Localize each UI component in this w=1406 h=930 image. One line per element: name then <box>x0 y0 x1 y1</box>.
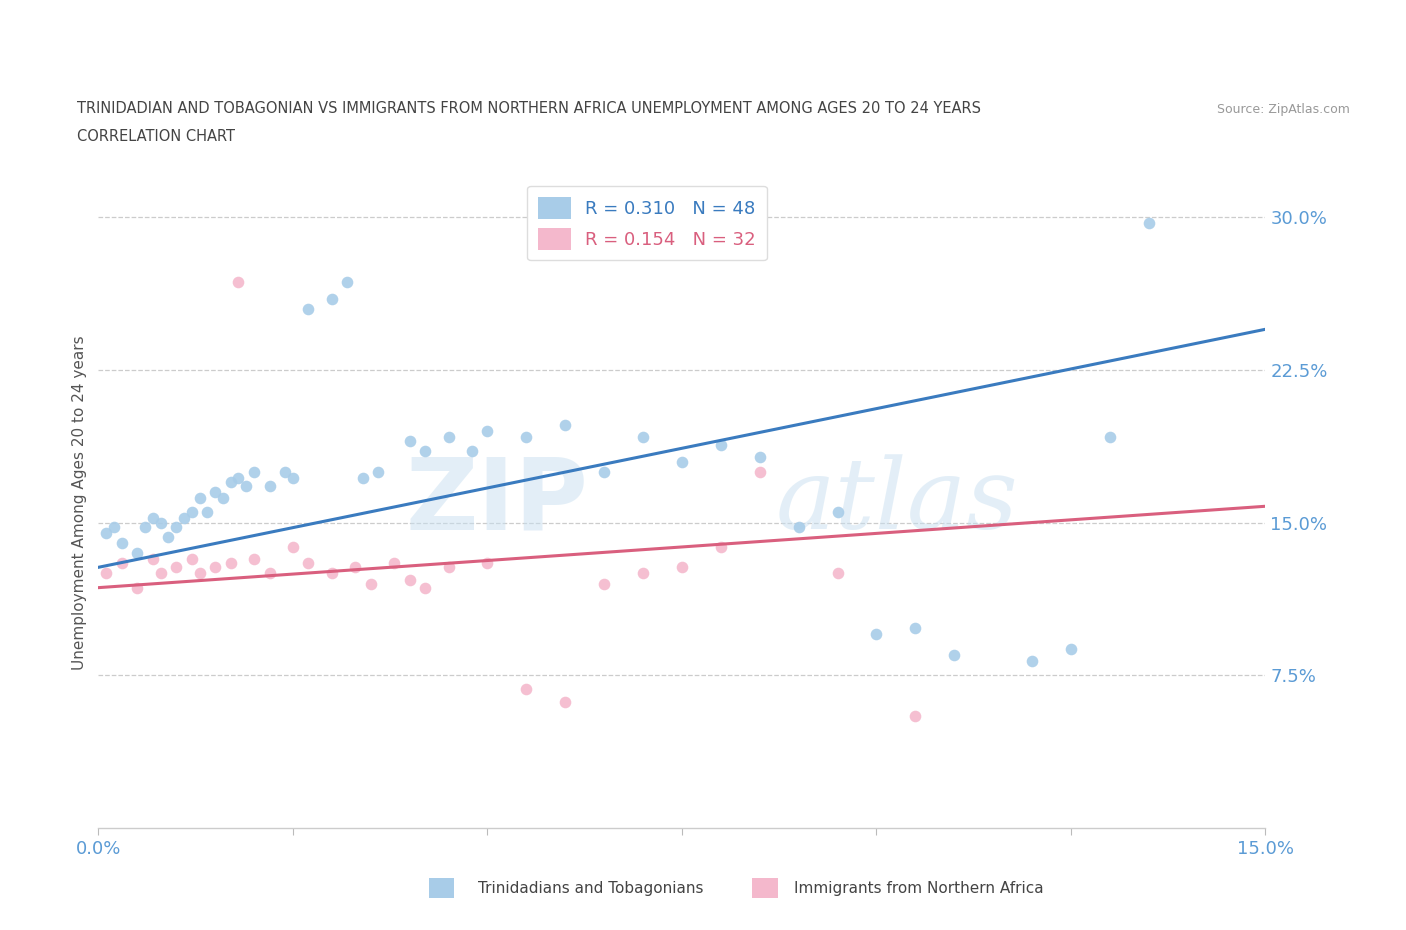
Point <box>111 556 134 571</box>
Text: ZIP: ZIP <box>406 454 589 551</box>
Point <box>477 423 499 438</box>
Point <box>461 444 484 458</box>
Point <box>180 551 202 566</box>
Point <box>103 519 125 534</box>
Point <box>352 471 374 485</box>
Point <box>165 519 187 534</box>
Point <box>943 647 966 662</box>
Point <box>297 301 319 316</box>
Point <box>631 430 654 445</box>
Point <box>111 536 134 551</box>
Point <box>297 556 319 571</box>
Point <box>437 430 460 445</box>
Point <box>554 418 576 432</box>
Point <box>259 479 281 494</box>
Text: Immigrants from Northern Africa: Immigrants from Northern Africa <box>794 881 1045 896</box>
Text: Source: ZipAtlas.com: Source: ZipAtlas.com <box>1216 103 1350 116</box>
Text: Trinidadians and Tobagonians: Trinidadians and Tobagonians <box>478 881 703 896</box>
Point <box>477 556 499 571</box>
Text: atlas: atlas <box>775 455 1018 550</box>
Point <box>437 560 460 575</box>
Point <box>787 519 810 534</box>
Point <box>1098 430 1121 445</box>
Point <box>593 577 616 591</box>
Point <box>219 474 242 489</box>
Point <box>904 621 927 636</box>
Point <box>413 444 436 458</box>
Point <box>195 505 218 520</box>
Point <box>321 291 343 306</box>
Point <box>173 512 195 526</box>
Point <box>259 566 281 581</box>
Point <box>274 464 297 479</box>
Point <box>398 572 420 587</box>
Point <box>827 505 849 520</box>
Y-axis label: Unemployment Among Ages 20 to 24 years: Unemployment Among Ages 20 to 24 years <box>72 335 87 670</box>
Point <box>593 464 616 479</box>
Point <box>157 529 180 544</box>
Point <box>748 450 770 465</box>
Point <box>336 275 359 290</box>
Point <box>204 485 226 499</box>
Point <box>382 556 405 571</box>
Point <box>127 546 149 561</box>
Text: TRINIDADIAN AND TOBAGONIAN VS IMMIGRANTS FROM NORTHERN AFRICA UNEMPLOYMENT AMONG: TRINIDADIAN AND TOBAGONIAN VS IMMIGRANTS… <box>77 101 981 116</box>
Point <box>219 556 242 571</box>
Point <box>904 709 927 724</box>
Point <box>321 566 343 581</box>
Point <box>165 560 187 575</box>
Point <box>827 566 849 581</box>
Point <box>398 433 420 448</box>
Point <box>1137 216 1160 231</box>
Point <box>228 471 250 485</box>
Point <box>413 580 436 595</box>
Legend: R = 0.310   N = 48, R = 0.154   N = 32: R = 0.310 N = 48, R = 0.154 N = 32 <box>527 186 766 260</box>
Point <box>344 560 367 575</box>
Point <box>142 551 165 566</box>
Point <box>180 505 202 520</box>
Point <box>188 491 211 506</box>
Point <box>243 551 266 566</box>
Point <box>865 627 887 642</box>
Point <box>1021 654 1043 669</box>
Point <box>671 560 693 575</box>
Point <box>710 438 733 453</box>
Point <box>243 464 266 479</box>
Point <box>204 560 226 575</box>
Point <box>515 430 537 445</box>
Point <box>96 525 118 540</box>
Point <box>367 464 389 479</box>
Point <box>515 682 537 697</box>
Point <box>710 539 733 554</box>
Point <box>281 539 304 554</box>
Point <box>554 694 576 709</box>
Point <box>134 519 156 534</box>
Point <box>149 515 172 530</box>
Point <box>149 566 172 581</box>
Point <box>235 479 257 494</box>
Point <box>671 454 693 469</box>
Point <box>281 471 304 485</box>
Point <box>127 580 149 595</box>
Point <box>96 566 118 581</box>
Point <box>360 577 382 591</box>
Point <box>188 566 211 581</box>
Point <box>212 491 235 506</box>
Point <box>631 566 654 581</box>
Point <box>748 464 770 479</box>
Point <box>228 275 250 290</box>
Text: CORRELATION CHART: CORRELATION CHART <box>77 129 235 144</box>
Point <box>142 512 165 526</box>
Point <box>1060 642 1083 657</box>
